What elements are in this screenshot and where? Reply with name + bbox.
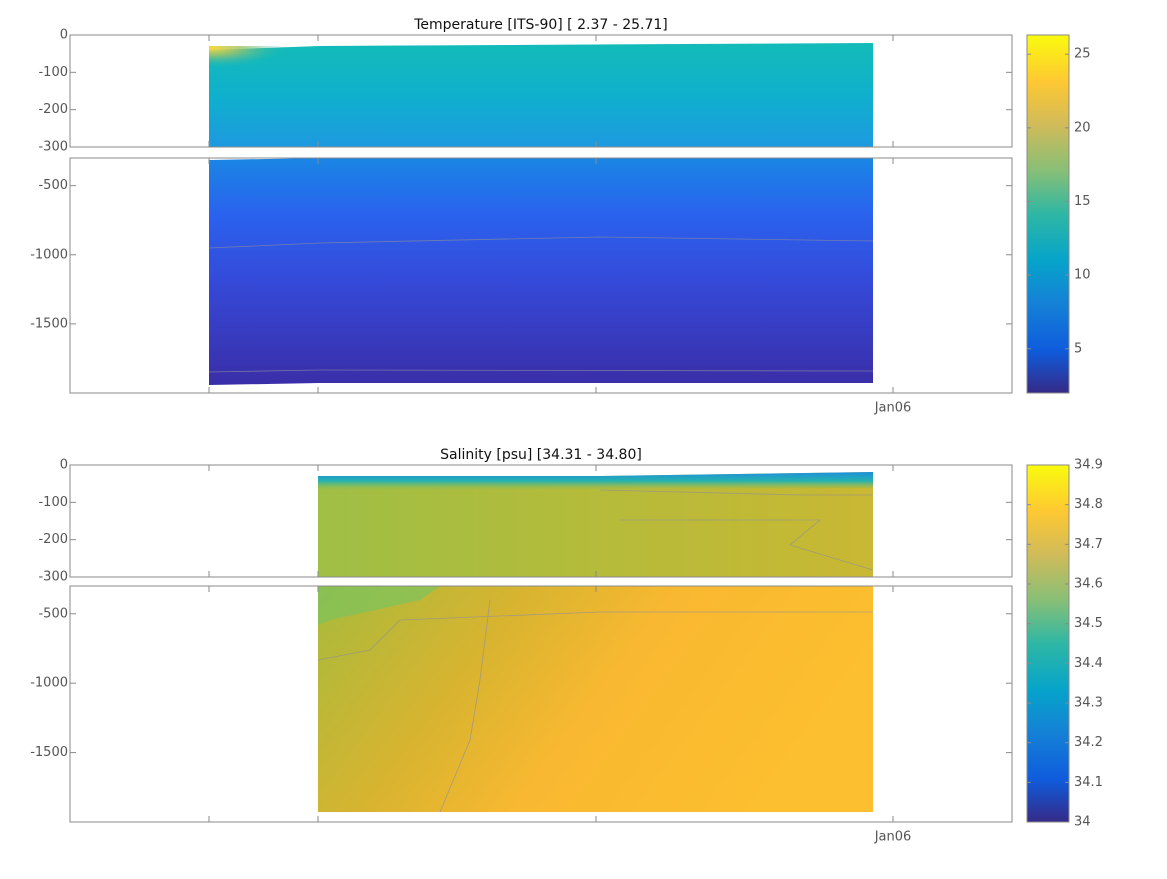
colorbar-tick-label: 34.4 <box>1074 656 1103 671</box>
isoline <box>317 611 873 661</box>
y-tick-label: -100 <box>38 65 68 80</box>
isoline <box>208 369 874 373</box>
colorbar-tick-label: 34.6 <box>1074 577 1103 592</box>
y-tick-label: 0 <box>60 28 68 43</box>
y-tick-label: -1500 <box>30 316 68 331</box>
axes-box <box>69 585 1013 823</box>
field-surface <box>318 472 873 490</box>
colorbar <box>1026 34 1070 394</box>
axes-box <box>69 34 1013 148</box>
isoline <box>208 236 874 249</box>
y-tick-label: -300 <box>38 570 68 585</box>
isoline <box>620 519 874 571</box>
colorbar-tick-label: 15 <box>1074 194 1091 209</box>
colorbar-tick-label: 34.2 <box>1074 735 1103 750</box>
y-tick-label: -1000 <box>30 676 68 691</box>
colorbar-tick-label: 34.3 <box>1074 696 1103 711</box>
x-tick-label: Jan06 <box>874 830 912 845</box>
field-warm <box>209 46 359 86</box>
x-tick-label: Jan06 <box>874 401 912 416</box>
colorbar-tick-label: 20 <box>1074 120 1091 135</box>
colorbar-tick-label: 34.8 <box>1074 497 1103 512</box>
colorbar-tick-label: 34.9 <box>1074 458 1103 473</box>
colorbar <box>1026 464 1070 823</box>
field <box>318 586 873 812</box>
colorbar-tick-label: 25 <box>1074 47 1091 62</box>
field <box>209 158 873 385</box>
y-tick-label: -500 <box>38 606 68 621</box>
colorbar-tick-label: 34.7 <box>1074 537 1103 552</box>
y-tick-label: 0 <box>60 458 68 473</box>
colorbar-tick-label: 34.1 <box>1074 775 1103 790</box>
y-tick-label: -1500 <box>30 745 68 760</box>
isoline <box>599 489 873 496</box>
y-tick-label: -300 <box>38 140 68 155</box>
axes-box <box>69 157 1013 394</box>
field <box>318 472 873 577</box>
y-tick-label: -1000 <box>30 247 68 262</box>
field-fresh <box>318 586 440 625</box>
y-tick-label: -500 <box>38 178 68 193</box>
axes-box <box>69 464 1013 578</box>
field <box>209 43 873 147</box>
y-tick-label: -200 <box>38 102 68 117</box>
colorbar-tick-label: 34.5 <box>1074 616 1103 631</box>
isoline <box>439 599 491 813</box>
y-tick-label: -200 <box>38 532 68 547</box>
chart-title: Salinity [psu] [34.31 - 34.80] <box>440 447 642 463</box>
y-tick-label: -100 <box>38 495 68 510</box>
colorbar-tick-label: 10 <box>1074 268 1091 283</box>
colorbar-tick-label: 34 <box>1074 815 1091 830</box>
chart-title: Temperature [ITS-90] [ 2.37 - 25.71] <box>413 17 668 33</box>
colorbar-tick-label: 5 <box>1074 341 1082 356</box>
